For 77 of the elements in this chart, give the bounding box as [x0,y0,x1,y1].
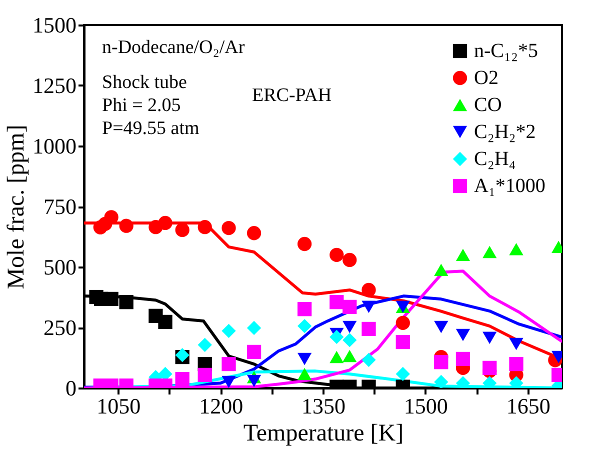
point [342,350,357,362]
point [158,314,172,330]
point [434,264,448,276]
legend-label: C₂H₂*2 [474,121,536,143]
point [330,330,344,344]
x-axis-title: Temperature [K] [243,420,404,446]
point [482,360,497,375]
x-tick-label: 1200 [199,394,244,418]
point [175,372,190,386]
point [222,356,236,372]
x-tick-label: 1500 [404,394,448,418]
legend-label: A₁*1000 [474,175,546,197]
point [222,324,236,338]
point [104,292,118,306]
point [297,302,312,316]
point [198,338,212,352]
point [509,338,524,350]
x-tick-label: 1050 [96,394,141,418]
legend-label: O2 [474,67,498,89]
point [434,374,448,388]
point [342,300,357,314]
y-tick-label: 1500 [32,12,76,38]
point [396,316,410,330]
y-tick-label: 750 [44,194,76,219]
point [330,295,344,310]
point [509,242,524,256]
point [175,222,190,238]
point [119,218,134,233]
point [342,252,357,268]
point [246,226,262,240]
annotation: ERC-PAH [252,85,332,106]
legend-label: CO [474,94,502,116]
annotation: P=49.55 atm [102,118,200,139]
y-tick-label: 0 [66,376,76,400]
point [246,344,262,360]
point [297,236,312,252]
point [362,282,376,298]
point [396,334,410,350]
annotation: Phi = 2.05 [102,95,181,116]
point [246,374,262,388]
point [222,220,236,236]
y-tick-label: 250 [44,315,76,340]
legend-label: C₂H₄ [474,148,516,170]
legend-label: n-C₁₂*5 [474,40,538,62]
point [198,368,212,382]
point [297,352,312,366]
point [198,220,212,234]
point [434,320,448,334]
point [362,352,376,367]
point [158,216,172,230]
x-tick-label: 1350 [302,394,346,418]
point [297,368,312,380]
point [362,322,376,336]
point [482,332,497,344]
point [434,355,448,370]
y-tick-label: 1250 [32,73,76,98]
point [396,366,410,382]
y-axis-title: Mole frac. [ppm] [4,124,30,290]
point [456,352,470,366]
point [482,246,497,258]
point [362,300,376,314]
y-tick-label: 500 [44,254,76,280]
annotation: n-Dodecane/O₂/Ar [102,37,246,58]
point [342,333,357,348]
point [119,295,134,310]
point [222,376,236,388]
point [456,248,470,262]
point [509,356,524,372]
x-tick-label: 1650 [506,394,550,418]
point [342,320,357,334]
point [330,350,344,364]
point [246,320,262,336]
point [456,328,470,342]
annotation: Shock tube [102,72,187,93]
y-tick-label: 1000 [32,134,76,158]
point [297,318,312,334]
point [330,248,344,262]
